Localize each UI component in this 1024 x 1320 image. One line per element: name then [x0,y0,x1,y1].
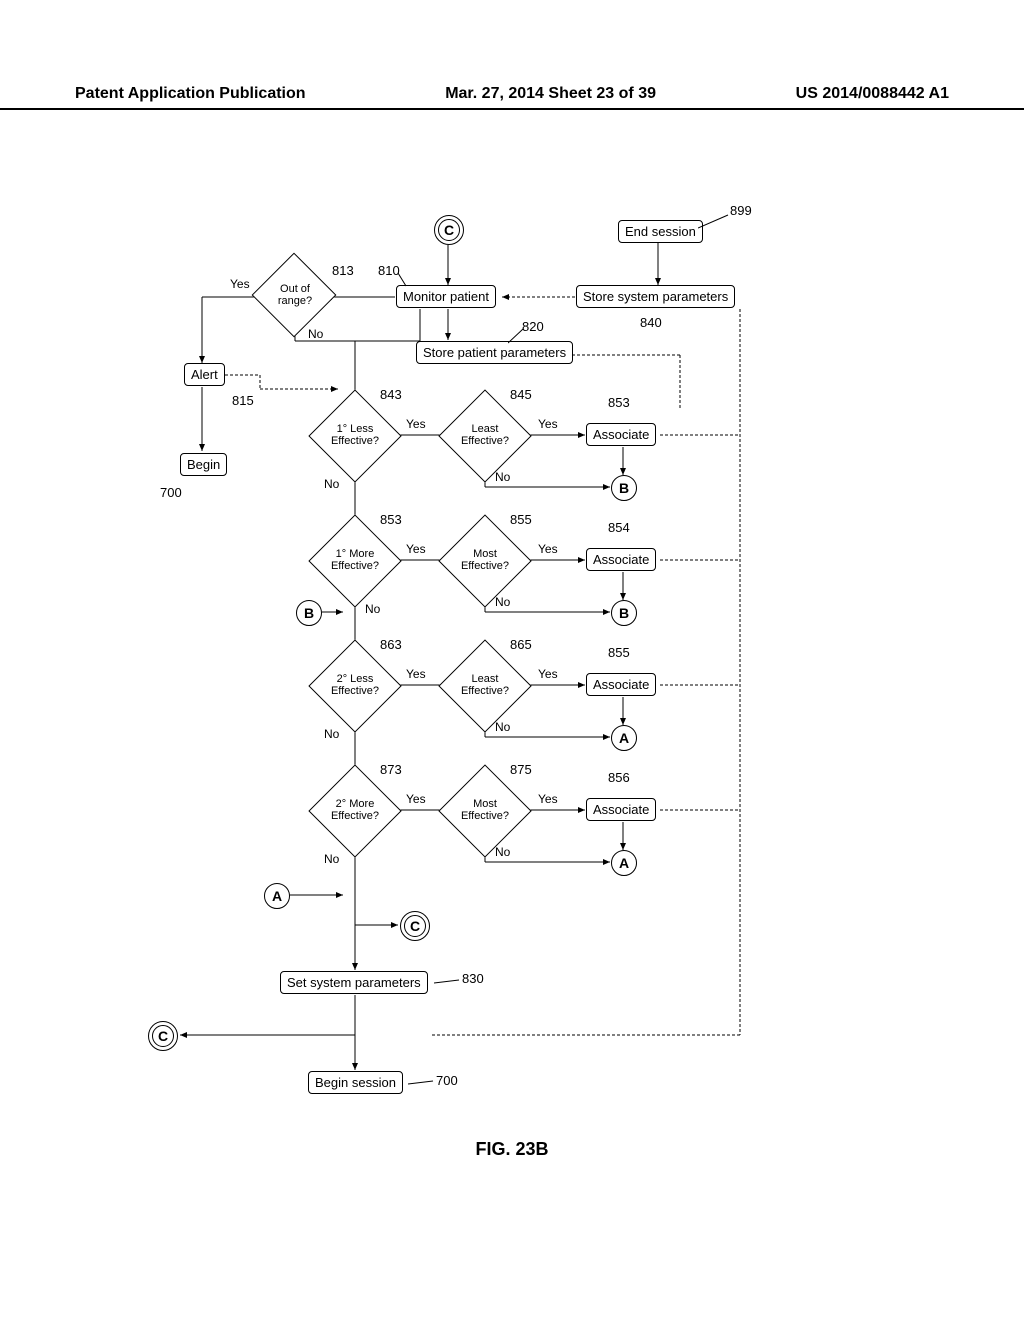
d845-text: LeastEffective? [445,423,525,447]
leader-899 [698,213,738,233]
header-center: Mar. 27, 2014 Sheet 23 of 39 [445,85,656,103]
out-of-range-text: Out ofrange? [255,283,335,307]
d873-text: 2° MoreEffective? [315,798,395,822]
ref-853a: 853 [608,395,630,410]
d875-text: MostEffective? [445,798,525,822]
yes-813: Yes [230,277,250,291]
connector-b-left: B [296,600,322,626]
assoc-856-box: Associate [586,798,656,821]
header-left: Patent Application Publication [75,85,306,103]
yes-863: Yes [406,667,426,681]
end-session-box: End session [618,220,703,243]
leader-820 [508,327,528,345]
connector-a-2: A [611,850,637,876]
assoc-855-box: Associate [586,673,656,696]
no-865: No [495,720,510,734]
leader-700 [408,1079,438,1089]
ref-855a: 855 [608,645,630,660]
page-header: Patent Application Publication Mar. 27, … [0,85,1024,110]
ref-865: 865 [510,637,532,652]
leader-810 [388,273,408,288]
connector-b-1: B [611,475,637,501]
no-853: No [365,602,380,616]
no-863: No [324,727,339,741]
flowchart: C End session 899 Monitor patient 810 St… [140,215,890,1115]
connector-a-left: A [264,883,290,909]
ref-700-begin: 700 [160,485,182,500]
connector-a-1: A [611,725,637,751]
ref-845: 845 [510,387,532,402]
yes-845: Yes [538,417,558,431]
no-843: No [324,477,339,491]
figure-label: FIG. 23B [0,1139,1024,1160]
monitor-patient-box: Monitor patient [396,285,496,308]
ref-700-bs: 700 [436,1073,458,1088]
header-right: US 2014/0088442 A1 [796,85,949,103]
d863-text: 2° LessEffective? [315,673,395,697]
yes-875: Yes [538,792,558,806]
d853-text: 1° MoreEffective? [315,548,395,572]
d855-text: MostEffective? [445,548,525,572]
yes-853: Yes [406,542,426,556]
ref-854: 854 [608,520,630,535]
connector-c-bottom: C [148,1021,178,1051]
begin-box: Begin [180,453,227,476]
set-sys-params-box: Set system parameters [280,971,428,994]
connector-c-mid: C [400,911,430,941]
ref-856: 856 [608,770,630,785]
ref-840: 840 [640,315,662,330]
ref-855: 855 [510,512,532,527]
no-845: No [495,470,510,484]
ref-815: 815 [232,393,254,408]
ref-853: 853 [380,512,402,527]
assoc-854-box: Associate [586,548,656,571]
ref-863: 863 [380,637,402,652]
leader-830 [434,978,464,988]
store-sys-params-box: Store system parameters [576,285,735,308]
ref-873: 873 [380,762,402,777]
connector-c-top: C [434,215,464,245]
connector-b-2: B [611,600,637,626]
ref-875: 875 [510,762,532,777]
no-855: No [495,595,510,609]
no-813: No [308,327,323,341]
ref-813: 813 [332,263,354,278]
ref-830: 830 [462,971,484,986]
begin-session-box: Begin session [308,1071,403,1094]
no-873: No [324,852,339,866]
ref-843: 843 [380,387,402,402]
yes-865: Yes [538,667,558,681]
d865-text: LeastEffective? [445,673,525,697]
assoc-853-box: Associate [586,423,656,446]
d843-text: 1° LessEffective? [315,423,395,447]
yes-855: Yes [538,542,558,556]
yes-843: Yes [406,417,426,431]
alert-box: Alert [184,363,225,386]
store-patient-params-box: Store patient parameters [416,341,573,364]
no-875: No [495,845,510,859]
yes-873: Yes [406,792,426,806]
